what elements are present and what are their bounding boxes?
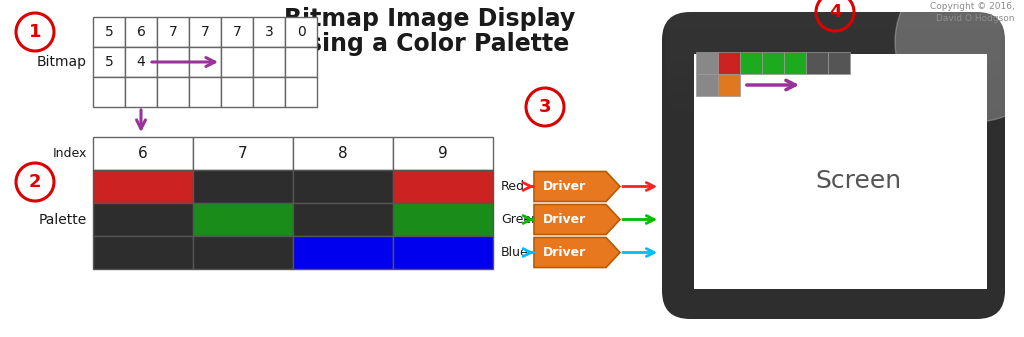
Text: 4: 4 xyxy=(136,55,145,69)
Bar xyxy=(193,203,293,236)
Bar xyxy=(93,47,125,77)
Bar xyxy=(762,52,784,74)
Bar xyxy=(93,203,193,236)
Text: Red: Red xyxy=(501,180,525,193)
Bar xyxy=(696,74,718,96)
Bar xyxy=(393,170,493,203)
Text: Bitmap: Bitmap xyxy=(37,55,87,69)
Text: using a Color Palette: using a Color Palette xyxy=(291,32,569,56)
Text: Bitmap Image Display: Bitmap Image Display xyxy=(285,7,575,31)
Text: 7: 7 xyxy=(169,25,177,39)
Text: 5: 5 xyxy=(104,55,114,69)
Text: Copyright © 2016,
David O Hodgson: Copyright © 2016, David O Hodgson xyxy=(930,2,1015,23)
Bar xyxy=(221,17,253,47)
Bar xyxy=(157,47,189,77)
Bar xyxy=(125,17,157,47)
Text: 0: 0 xyxy=(297,25,305,39)
Text: 1: 1 xyxy=(29,23,41,41)
Bar xyxy=(125,47,157,77)
Bar xyxy=(253,17,285,47)
Bar xyxy=(694,54,987,289)
Text: 7: 7 xyxy=(232,25,242,39)
Text: 6: 6 xyxy=(138,146,147,161)
Text: Green: Green xyxy=(501,213,539,226)
Text: Driver: Driver xyxy=(544,213,587,226)
Bar xyxy=(393,236,493,269)
Bar xyxy=(221,47,253,77)
Bar xyxy=(93,236,193,269)
Bar xyxy=(784,52,806,74)
Text: 5: 5 xyxy=(104,25,114,39)
Polygon shape xyxy=(534,205,620,235)
Text: 4: 4 xyxy=(828,3,842,21)
Bar xyxy=(93,17,125,47)
Bar xyxy=(189,77,221,107)
Bar xyxy=(285,77,317,107)
Bar xyxy=(285,47,317,77)
Text: Driver: Driver xyxy=(544,246,587,259)
Bar xyxy=(293,170,393,203)
Text: 6: 6 xyxy=(136,25,145,39)
Bar xyxy=(193,137,293,170)
Bar xyxy=(740,52,762,74)
Bar xyxy=(253,77,285,107)
Bar xyxy=(293,203,393,236)
Polygon shape xyxy=(534,238,620,268)
Bar xyxy=(293,236,393,269)
Bar xyxy=(393,203,493,236)
FancyBboxPatch shape xyxy=(662,12,1005,319)
Bar xyxy=(157,17,189,47)
Bar xyxy=(221,77,253,107)
Text: 8: 8 xyxy=(338,146,348,161)
Text: 7: 7 xyxy=(239,146,248,161)
Bar xyxy=(285,17,317,47)
Bar xyxy=(93,77,125,107)
Text: Driver: Driver xyxy=(544,180,587,193)
Bar xyxy=(393,137,493,170)
Text: Screen: Screen xyxy=(815,168,901,192)
Bar xyxy=(828,52,850,74)
Bar xyxy=(293,137,393,170)
Bar xyxy=(253,47,285,77)
Bar xyxy=(696,52,718,74)
Text: Blue: Blue xyxy=(501,246,528,259)
Bar xyxy=(718,74,740,96)
Bar xyxy=(189,17,221,47)
Text: Index: Index xyxy=(52,147,87,160)
Text: 3: 3 xyxy=(264,25,273,39)
Bar xyxy=(193,236,293,269)
Bar xyxy=(93,170,193,203)
Text: 7: 7 xyxy=(201,25,209,39)
Text: 2: 2 xyxy=(29,173,41,191)
Polygon shape xyxy=(534,172,620,202)
Bar xyxy=(125,77,157,107)
Bar xyxy=(718,52,740,74)
Bar xyxy=(157,77,189,107)
Circle shape xyxy=(895,0,1024,122)
Text: 3: 3 xyxy=(539,98,551,116)
Bar xyxy=(193,170,293,203)
Bar xyxy=(93,137,193,170)
Text: 9: 9 xyxy=(438,146,447,161)
Text: Palette: Palette xyxy=(39,213,87,226)
Bar xyxy=(189,47,221,77)
Bar xyxy=(806,52,828,74)
